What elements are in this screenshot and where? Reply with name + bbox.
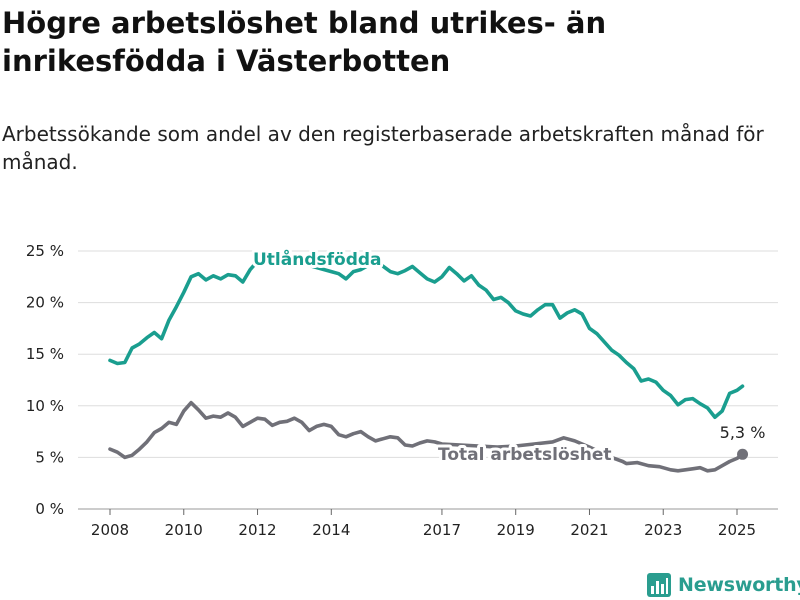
series-line-total — [108, 400, 745, 473]
x-tick-label: 2023 — [644, 521, 682, 539]
y-tick-label: 5 % — [35, 448, 64, 466]
y-tick-label: 15 % — [26, 345, 64, 363]
x-axis: 2008 2010 2012 2014 2017 2019 2021 2023 2025 — [91, 509, 756, 539]
y-tick-label: 20 % — [26, 294, 64, 312]
newsworthy-brand[interactable]: Newsworthy — [646, 570, 800, 600]
y-tick-label: 0 % — [35, 500, 64, 518]
series-lines — [108, 257, 745, 473]
x-tick-label: 2010 — [165, 521, 203, 539]
brand-name: Newsworthy — [678, 574, 800, 596]
series-line-utlandsfodda — [108, 257, 745, 419]
chart-title: Högre arbetslöshet bland utrikes- än inr… — [2, 6, 607, 78]
x-tick-label: 2019 — [497, 521, 535, 539]
x-tick-label: 2025 — [718, 521, 756, 539]
series-label-utlandsfodda: Utlåndsfödda — [253, 248, 382, 270]
y-tick-label: 10 % — [26, 397, 64, 415]
bar-chart-logo-icon — [647, 573, 671, 597]
x-tick-label: 2008 — [91, 521, 129, 539]
grid-lines — [78, 250, 778, 510]
chart-subtitle: Arbetssökande som andel av den registerb… — [2, 122, 764, 174]
x-tick-label: 2014 — [312, 521, 350, 539]
y-axis: 0 % 5 % 10 % 15 % 20 % 25 % — [26, 242, 64, 518]
y-tick-label: 25 % — [26, 242, 64, 260]
end-value-label: 5,3 % — [720, 423, 766, 442]
x-tick-label: 2017 — [423, 521, 461, 539]
series-labels: Utlåndsfödda Total arbetslöshet 5,3 % — [250, 245, 766, 468]
x-tick-label: 2021 — [570, 521, 608, 539]
x-tick-label: 2012 — [238, 521, 276, 539]
series-label-total: Total arbetslöshet — [438, 445, 612, 465]
end-point-marker — [737, 448, 749, 460]
